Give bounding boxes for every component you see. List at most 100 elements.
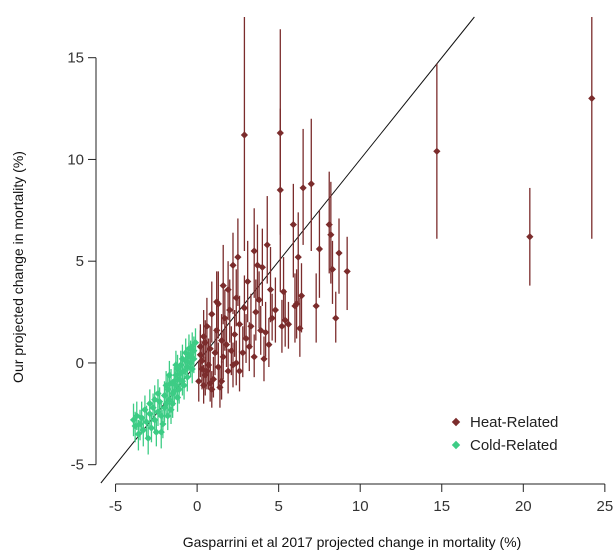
data-point: [276, 186, 284, 194]
data-point: [332, 314, 340, 322]
data-point: [141, 406, 149, 414]
data-point: [213, 326, 221, 334]
data-point: [299, 184, 307, 192]
data-point: [186, 351, 195, 359]
data-point: [201, 371, 209, 379]
data-point: [142, 418, 151, 426]
data-point: [151, 395, 159, 404]
data-point: [139, 426, 147, 434]
y-tick-label: 0: [76, 355, 84, 372]
data-point: [154, 389, 162, 398]
data-point: [278, 322, 286, 330]
data-point: [156, 398, 164, 406]
data-point: [284, 320, 293, 328]
data-point: [258, 263, 266, 271]
data-point: [138, 414, 146, 422]
x-axis-title: Gasparrini et al 2017 projected change i…: [183, 534, 522, 550]
data-point: [172, 381, 180, 389]
y-axis-title: Our projected change in mortality (%): [10, 151, 26, 383]
data-point: [146, 400, 154, 408]
data-point: [232, 294, 240, 302]
data-point: [252, 308, 260, 316]
data-point: [239, 349, 247, 357]
data-point: [219, 282, 227, 290]
data-point: [209, 375, 218, 383]
data-point: [296, 324, 304, 332]
data-point: [226, 306, 234, 314]
data-point: [266, 286, 275, 294]
data-point: [229, 261, 237, 269]
data-point: [281, 316, 289, 324]
x-tick-label: -5: [109, 498, 122, 515]
data-point: [315, 245, 324, 253]
y-tick-label: -5: [71, 457, 84, 474]
data-point: [208, 385, 216, 393]
data-point: [152, 428, 160, 436]
data-point: [180, 367, 188, 375]
data-point: [144, 434, 152, 442]
data-point: [167, 406, 175, 414]
data-point: [159, 420, 167, 428]
data-point: [211, 349, 219, 357]
data-point: [160, 404, 169, 412]
data-point: [263, 241, 271, 249]
data-point: [204, 361, 213, 369]
y-tick-label: 5: [76, 253, 84, 270]
data-point: [157, 412, 165, 420]
legend: Heat-Related Cold-Related: [451, 414, 558, 454]
data-point: [257, 326, 265, 334]
data-point: [289, 220, 297, 229]
identity-reference-line: [100, 16, 475, 484]
data-point: [186, 359, 195, 367]
x-tick-label: 5: [274, 498, 282, 515]
data-point: [214, 363, 222, 371]
data-point: [335, 249, 343, 257]
data-point: [206, 379, 214, 387]
data-point: [213, 298, 221, 306]
data-point: [196, 343, 204, 351]
data-point: [526, 233, 534, 241]
data-point: [196, 351, 204, 359]
data-point: [224, 286, 232, 294]
data-point: [224, 367, 232, 375]
data-point: [165, 371, 173, 379]
data-point: [279, 288, 288, 296]
legend-marker: [451, 440, 461, 450]
data-point: [255, 296, 263, 304]
x-tick-label: 25: [597, 498, 613, 515]
data-point: [250, 247, 258, 255]
data-point: [240, 131, 249, 139]
data-point: [165, 395, 173, 404]
data-point: [221, 314, 229, 322]
data-point: [433, 147, 441, 155]
data-point: [217, 377, 226, 385]
legend-marker: [451, 417, 461, 427]
legend-label: Cold-Related: [470, 437, 558, 454]
data-point: [160, 391, 169, 400]
data-point: [232, 359, 240, 367]
data-point: [175, 385, 183, 393]
data-point: [198, 357, 206, 365]
data-point: [291, 302, 299, 310]
data-point: [178, 377, 187, 385]
legend-label: Heat-Related: [470, 414, 558, 431]
y-tick-label: 15: [67, 50, 84, 67]
data-point: [312, 302, 320, 310]
data-point: [328, 265, 337, 273]
data-point: [182, 349, 190, 357]
data-point: [265, 341, 273, 349]
data-point: [164, 412, 172, 420]
data-point: [203, 322, 211, 330]
data-point: [327, 231, 335, 239]
data-point: [134, 430, 143, 438]
data-point: [188, 343, 196, 351]
data-point: [170, 387, 178, 396]
data-point: [188, 365, 196, 373]
data-point: [343, 267, 351, 275]
data-point: [190, 347, 198, 355]
data-point: [162, 400, 170, 408]
data-point: [180, 381, 188, 389]
data-point: [154, 408, 162, 416]
y-tick-label: 10: [67, 151, 84, 168]
